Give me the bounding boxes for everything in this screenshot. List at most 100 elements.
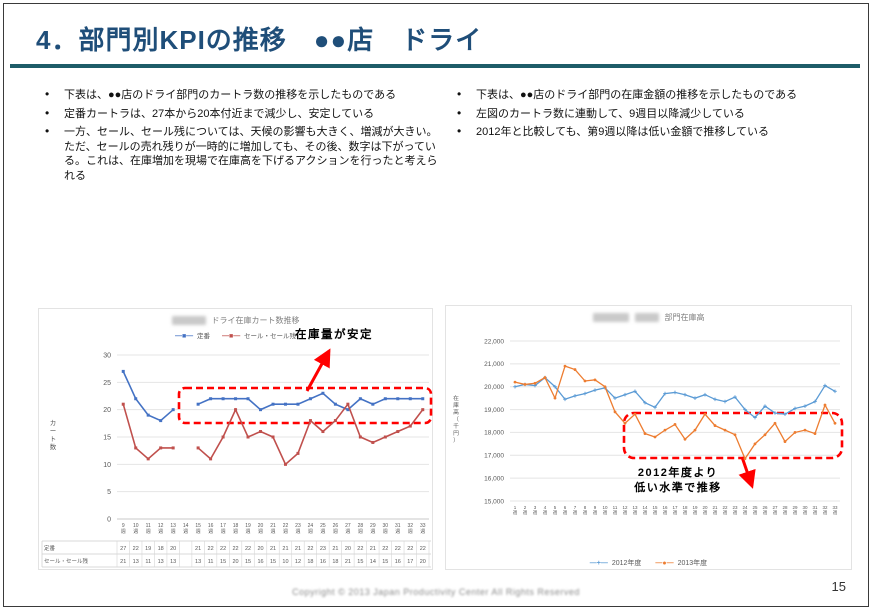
svg-text:17,000: 17,000 — [484, 453, 504, 460]
svg-text:20: 20 — [257, 546, 263, 552]
svg-text:7週: 7週 — [573, 505, 578, 516]
cart-count-chart: ドライ在庫カート数推移 —■— 定番 —■— セール・セール残 0 5 10 15 20… — [38, 308, 433, 570]
left-bullet-list: 下表は、●●店のドライ部門のカートラ数の推移を示したものである 定番カートラは、… — [40, 87, 438, 187]
svg-text:22,000: 22,000 — [484, 338, 504, 345]
svg-text:9週: 9週 — [121, 523, 126, 535]
svg-text:20週: 20 週 — [702, 505, 708, 516]
svg-text:定番: 定番 — [44, 544, 56, 552]
svg-text:11: 11 — [145, 559, 151, 565]
svg-text:13: 13 — [170, 559, 176, 565]
svg-text:22: 22 — [220, 546, 226, 552]
svg-text:4週: 4週 — [543, 505, 548, 516]
svg-text:20: 20 — [345, 546, 351, 552]
svg-text:30週: 30 週 — [383, 523, 389, 535]
svg-text:19: 19 — [145, 546, 151, 552]
svg-text:15: 15 — [382, 559, 388, 565]
svg-text:14: 14 — [370, 559, 376, 565]
svg-text:22: 22 — [407, 546, 413, 552]
svg-text:21: 21 — [370, 546, 376, 552]
svg-text:12週: 12 週 — [622, 505, 628, 516]
svg-text:高: 高 — [453, 408, 459, 416]
svg-text:11: 11 — [208, 559, 214, 565]
redacted-dept-name — [634, 312, 659, 322]
svg-text:21週: 21 週 — [712, 505, 718, 516]
svg-text:23: 23 — [320, 546, 326, 552]
svg-text:13週: 13 週 — [170, 523, 176, 535]
chart-title-row: ドライ在庫カート数推移 — [39, 309, 432, 327]
svg-text:21,000: 21,000 — [484, 361, 504, 368]
svg-text:31週: 31 週 — [395, 523, 401, 535]
inventory-amount-chart-svg: 15,000 16,000 17,000 18,000 19,000 20,000 21,0… — [453, 338, 844, 516]
svg-text:21: 21 — [282, 546, 288, 552]
svg-text:21: 21 — [195, 546, 201, 552]
svg-text:15週: 15 週 — [195, 523, 201, 535]
svg-text:26週: 26 週 — [762, 505, 768, 516]
svg-text:5週: 5週 — [553, 505, 558, 516]
svg-text:25週: 25 週 — [752, 505, 758, 516]
svg-text:20,000: 20,000 — [484, 384, 504, 391]
svg-text:10週: 10 週 — [133, 523, 139, 535]
svg-text:16週: 16 週 — [662, 505, 668, 516]
svg-text:21: 21 — [295, 546, 301, 552]
svg-text:5: 5 — [107, 489, 111, 496]
svg-text:23週: 23 週 — [295, 523, 301, 535]
svg-text:ト: ト — [50, 436, 57, 443]
page-number: 15 — [831, 579, 846, 594]
svg-text:22: 22 — [208, 546, 214, 552]
legend-item: —●— 2013年度 — [655, 558, 707, 568]
svg-text:11週: 11 週 — [146, 523, 151, 535]
svg-text:15: 15 — [245, 559, 251, 565]
svg-text:13: 13 — [195, 559, 201, 565]
svg-text:15週: 15 週 — [652, 505, 658, 516]
svg-text:21: 21 — [120, 559, 126, 565]
svg-text:10週: 10 週 — [602, 505, 608, 516]
svg-text:27: 27 — [120, 546, 126, 552]
svg-text:28週: 28 週 — [782, 505, 788, 516]
svg-text:12週: 12 週 — [158, 523, 164, 535]
svg-text:27週: 27 週 — [772, 505, 778, 516]
legend-item: —+— 2012年度 — [590, 558, 642, 568]
svg-text:20: 20 — [170, 546, 176, 552]
svg-text:カ: カ — [50, 419, 57, 427]
bullet-item: 定番カートラは、27本から20本付近まで減少し、安定している — [40, 106, 438, 122]
svg-text:12: 12 — [295, 559, 301, 565]
legend-label: 定番 — [197, 333, 210, 340]
svg-text:27週: 27 週 — [345, 523, 351, 535]
svg-text:22: 22 — [382, 546, 388, 552]
svg-text:22: 22 — [232, 546, 238, 552]
legend-item: —■— セール・セール残 — [222, 330, 296, 340]
copyright-footer: Copyright © 2013 Japan Productivity Cent… — [292, 587, 580, 597]
svg-text:17: 17 — [407, 559, 413, 565]
svg-text:21: 21 — [345, 559, 351, 565]
svg-text:32週: 32 週 — [822, 505, 828, 516]
svg-text:18,000: 18,000 — [484, 430, 504, 437]
svg-text:16,000: 16,000 — [484, 475, 504, 482]
svg-text:9週: 9週 — [593, 505, 598, 516]
chart-title: ドライ在庫カート数推移 — [211, 315, 300, 325]
svg-text:14週: 14 週 — [183, 523, 189, 535]
svg-text:19,000: 19,000 — [484, 407, 504, 414]
svg-text:16: 16 — [257, 559, 263, 565]
svg-text:20: 20 — [232, 559, 238, 565]
bullet-item: 左図のカートラ数に連動して、9週目以降減少している — [452, 106, 848, 122]
svg-text:22: 22 — [245, 546, 251, 552]
svg-text:15: 15 — [270, 559, 276, 565]
svg-text:26週: 26 週 — [333, 523, 339, 535]
svg-text:22: 22 — [420, 546, 426, 552]
svg-text:32週: 32 週 — [407, 523, 413, 535]
series-marker-icon: —+— — [589, 560, 608, 567]
svg-text:18週: 18 週 — [682, 505, 688, 516]
chart-title: 部門在庫高 — [664, 312, 705, 322]
svg-text:20週: 20 週 — [258, 523, 264, 535]
bullet-item: 一方、セール、セール残については、天候の影響も大きく、増減が大きい。ただ、セール… — [40, 124, 438, 183]
svg-text:15: 15 — [220, 559, 226, 565]
legend-label: 2013年度 — [677, 560, 708, 567]
redacted-store-name — [171, 315, 206, 325]
svg-text:19週: 19 週 — [692, 505, 698, 516]
svg-text:16: 16 — [395, 559, 401, 565]
svg-text:2週: 2週 — [523, 505, 528, 516]
svg-text:25週: 25 週 — [320, 523, 326, 535]
svg-text:3週: 3週 — [533, 505, 538, 516]
cart-count-chart-svg: 0 5 10 15 20 25 30 カート数 9 週 10 週 11 週 12 週 13 週 14 週 15 週 16 週 1… — [41, 348, 433, 568]
